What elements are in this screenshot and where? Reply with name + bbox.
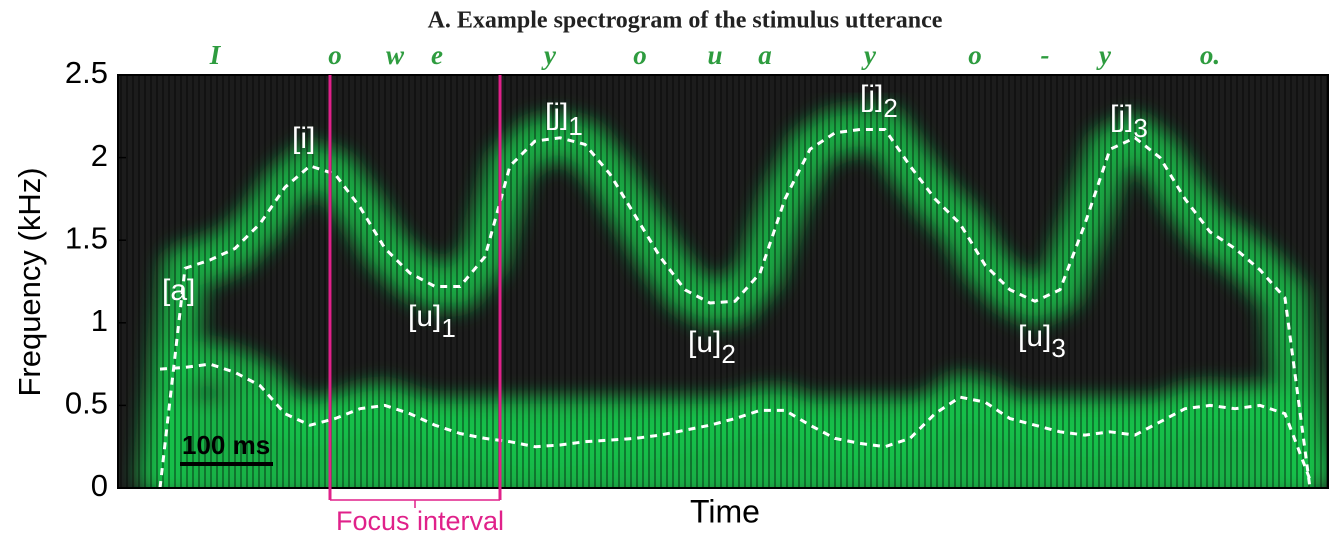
- phonetic-label: o.: [1200, 40, 1220, 70]
- phonetic-label: o: [328, 40, 342, 70]
- phonetic-label: o: [633, 40, 647, 70]
- focus-bracket: [330, 499, 500, 508]
- focus-label: Focus interval: [336, 506, 504, 536]
- formant-label-text: [a]: [162, 274, 195, 307]
- formant-label: [j]1: [545, 98, 583, 141]
- formant-label-subscript: 1: [441, 313, 455, 343]
- phonetic-label: y: [1096, 40, 1112, 70]
- y-tick-label: 0.5: [65, 386, 108, 421]
- formant-label: [j]2: [860, 80, 898, 123]
- plot-frame: [117, 74, 1329, 489]
- formant-track: [159, 362, 1312, 481]
- formant-label-subscript: 2: [721, 339, 735, 369]
- scale-bar-label: 100 ms: [182, 430, 270, 460]
- formant-label: [u]3: [1018, 320, 1066, 363]
- formant-label-text: [u]: [688, 326, 721, 359]
- phonetic-label: e: [431, 40, 443, 70]
- phonetic-label: w: [386, 40, 405, 70]
- phonetic-label: u: [707, 40, 722, 70]
- phonetic-label: y: [541, 40, 557, 70]
- spectrogram-texture: [118, 75, 1328, 488]
- formant-tracks: [158, 128, 1312, 489]
- phonetic-label: y: [861, 40, 877, 70]
- y-tick-label: 1.5: [65, 220, 108, 255]
- formant-label-text: [i]: [292, 122, 315, 155]
- formant-label: [a]: [162, 274, 195, 307]
- formant-label: [u]2: [688, 326, 736, 369]
- phonetic-label: I: [209, 40, 222, 70]
- phonetic-label: -: [1041, 40, 1050, 70]
- formant-track: [158, 128, 1312, 489]
- formant-label-subscript: 3: [1133, 113, 1147, 143]
- formant-label-subscript: 2: [883, 93, 897, 123]
- y-tick-label: 0: [91, 468, 108, 503]
- y-tick-label: 1: [91, 303, 108, 338]
- formant-label-text: [j]: [1110, 100, 1133, 133]
- formant-label-text: [u]: [1018, 320, 1051, 353]
- phonetic-label: o: [968, 40, 982, 70]
- phonetic-label: a: [758, 40, 772, 70]
- y-tick-label: 2.5: [65, 55, 108, 90]
- formant-label: [u]1: [408, 300, 456, 343]
- formant-label-subscript: 3: [1051, 333, 1065, 363]
- formant-label: [j]3: [1110, 100, 1148, 143]
- chart-title: A. Example spectrogram of the stimulus u…: [428, 8, 943, 34]
- y-tick-label: 2: [91, 138, 108, 173]
- y-axis-label: Frequency (kHz): [12, 167, 47, 396]
- formant-label-text: [j]: [545, 98, 568, 131]
- x-axis-label: Time: [690, 493, 760, 529]
- formant-label-text: [j]: [860, 80, 883, 113]
- formant-label: [i]: [292, 122, 315, 155]
- formant-label-subscript: 1: [568, 111, 582, 141]
- formant-label-text: [u]: [408, 300, 441, 333]
